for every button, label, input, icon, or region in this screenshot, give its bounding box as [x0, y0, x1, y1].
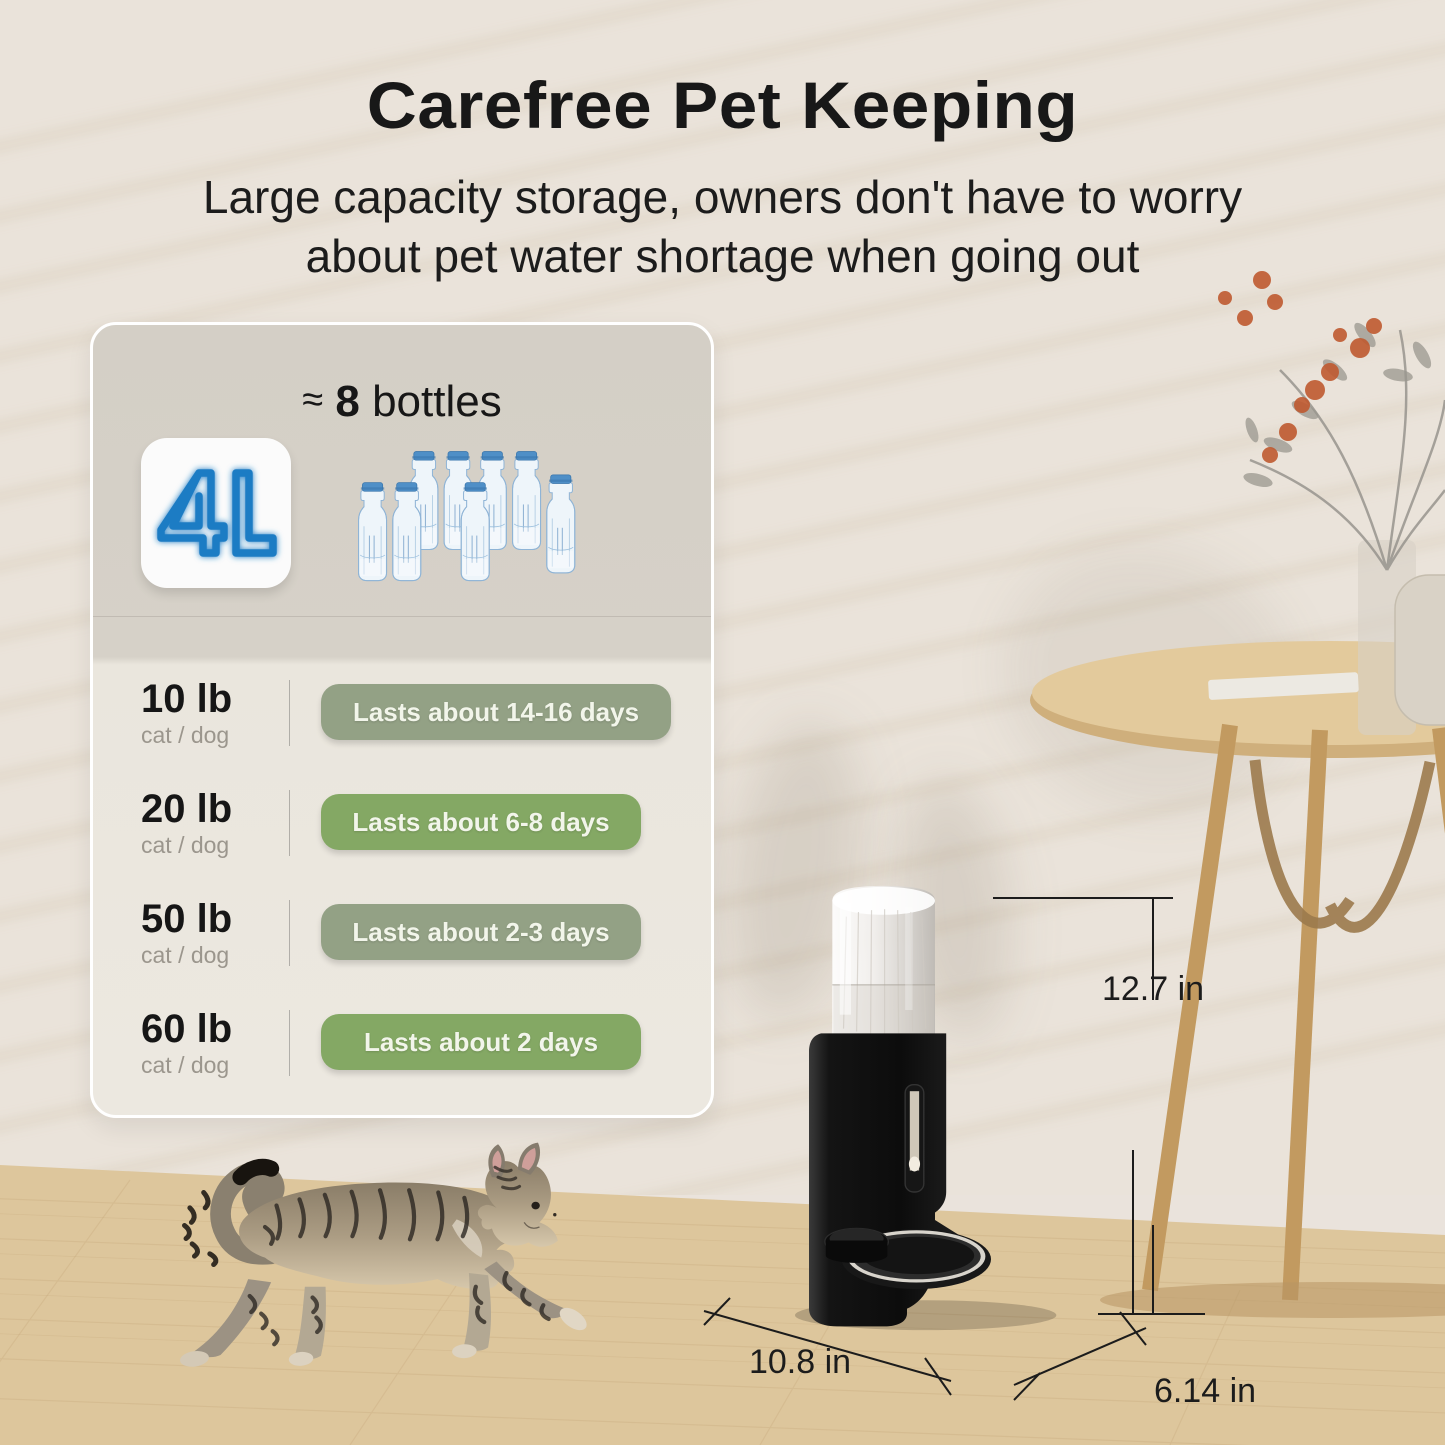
svg-text:6.14 in: 6.14 in [1154, 1372, 1256, 1410]
svg-text:10.8 in: 10.8 in [749, 1343, 851, 1381]
svg-text:12.7 in: 12.7 in [1102, 970, 1204, 1008]
